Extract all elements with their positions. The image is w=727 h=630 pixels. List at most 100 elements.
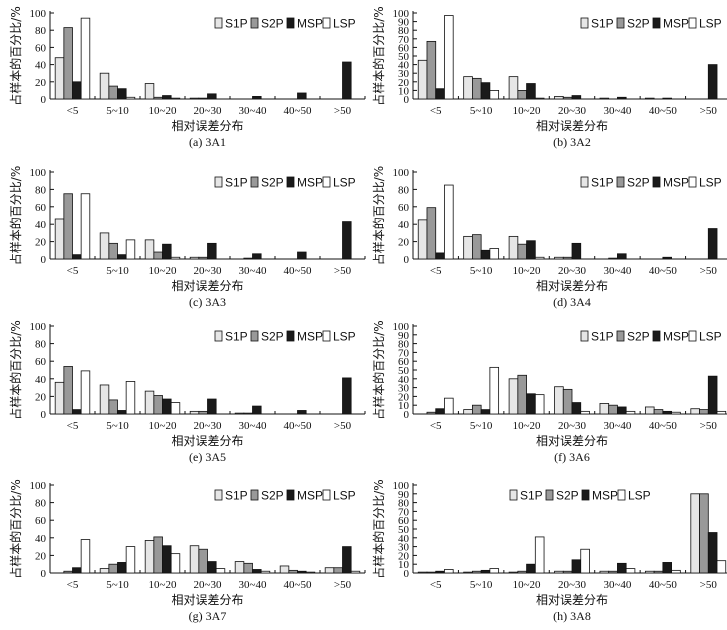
legend-label-msp: MSP	[592, 489, 618, 503]
bar-lsp-3	[534, 536, 545, 574]
bar-s1p-2	[463, 571, 473, 574]
legend-label-s1p: S1P	[520, 489, 543, 503]
bar-msp-4	[571, 402, 582, 415]
bar-s2p-2	[108, 85, 118, 100]
chart-caption: (h) 3A8	[553, 609, 591, 623]
bar-msp-5	[252, 253, 262, 260]
legend-swatch-lsp	[322, 489, 331, 501]
bar-lsp-3	[170, 97, 181, 100]
x-tick-label: 30~40	[239, 265, 267, 277]
x-tick-label: 10~20	[149, 579, 177, 591]
legend-swatch-msp	[286, 330, 295, 342]
legend-label-s1p: S1P	[225, 17, 248, 31]
bar-lsp-1	[444, 397, 454, 415]
x-tick-label: 5~10	[106, 105, 129, 117]
legend: S1P S2P MSP LSP	[580, 330, 722, 344]
legend-swatch-msp	[286, 176, 295, 188]
bar-s2p-2	[472, 570, 482, 574]
legend-swatch-lsp	[688, 330, 697, 342]
y-axis-title: 占样本的百分比/%	[371, 479, 386, 578]
bar-lsp-2	[125, 546, 136, 574]
x-axis-title: 相对误差分布	[171, 279, 243, 293]
x-tick-label: <5	[430, 420, 442, 432]
y-tick-label: 100	[393, 167, 410, 179]
bar-s2p-1	[426, 571, 437, 574]
y-tick-label: 10	[398, 559, 410, 571]
bar-s1p-3	[144, 239, 155, 260]
bar-msp-6	[297, 410, 307, 415]
y-tick-label: 40	[35, 219, 47, 231]
bar-s2p-5	[243, 412, 253, 415]
bar-s2p-3	[153, 96, 163, 100]
x-tick-label: <5	[430, 265, 442, 277]
bar-lsp-7	[716, 560, 727, 574]
bar-s2p-1	[426, 40, 437, 100]
y-tick-label: 30	[398, 383, 410, 395]
bar-msp-7	[342, 377, 352, 415]
legend-label-s2p: S2P	[261, 176, 284, 190]
bar-s1p-1	[54, 57, 65, 100]
bar-msp-2	[117, 410, 127, 415]
bar-msp-1	[435, 88, 445, 100]
bar-s1p-5	[599, 570, 610, 574]
legend-swatch-msp	[652, 176, 661, 188]
x-tick-label: 40~50	[649, 420, 677, 432]
bar-s2p-3	[153, 251, 163, 260]
legend-swatch-s1p	[214, 330, 223, 342]
bar-s1p-2	[463, 76, 473, 100]
bar-s2p-7	[699, 409, 709, 415]
bar-msp-5	[617, 253, 627, 260]
legend-label-s1p: S1P	[591, 17, 614, 31]
bar-s1p-4	[189, 545, 200, 574]
y-tick-label: 0	[41, 409, 47, 421]
y-tick-label: 70	[398, 347, 410, 359]
bar-s2p-4	[562, 256, 573, 260]
legend-label-lsp: LSP	[333, 489, 356, 503]
bar-msp-6	[662, 97, 672, 100]
bar-msp-5	[617, 562, 627, 574]
chart-panel-7: 0 20 40 60 80 100 <5 5~10 10~20 20~30 30~40 40~50 >5…	[8, 479, 366, 623]
bar-s2p-5	[608, 570, 618, 574]
y-tick-label: 50	[398, 51, 410, 63]
y-tick-label: 80	[398, 339, 410, 351]
bar-s1p-4	[554, 96, 564, 100]
bar-s2p-1	[426, 207, 437, 260]
x-axis-title: 相对误差分布	[171, 434, 243, 448]
y-tick-label: 20	[35, 237, 47, 249]
chart-caption: (g) 3A7	[189, 609, 227, 623]
x-tick-label: 30~40	[603, 579, 631, 591]
x-tick-label: >50	[700, 105, 718, 117]
y-tick-label: 80	[35, 25, 47, 37]
bar-msp-6	[662, 562, 672, 574]
bar-lsp-3	[170, 553, 181, 574]
chart-panel-5: 0 20 40 60 80 100 <5 5~10 10~20 20~30 30~40 40~50 >5…	[8, 320, 366, 464]
legend-label-s1p: S1P	[225, 330, 248, 344]
bar-msp-7	[707, 532, 718, 574]
bar-lsp-6	[305, 571, 316, 574]
bar-msp-1	[72, 567, 82, 574]
bar-s1p-3	[508, 571, 519, 574]
bar-s1p-3	[144, 540, 155, 574]
x-tick-label: >50	[334, 105, 352, 117]
x-tick-label: 40~50	[649, 579, 677, 591]
chart-panel-4: 0 20 40 60 80 100 <5 5~10 10~20 20~30 30~40 40~50 >5…	[371, 166, 727, 309]
bar-lsp-5	[260, 570, 271, 574]
legend-label-msp: MSP	[297, 17, 323, 31]
x-tick-label: 20~30	[194, 265, 222, 277]
legend-label-msp: MSP	[297, 176, 323, 190]
x-tick-label: >50	[700, 265, 718, 277]
bar-msp-3	[162, 95, 172, 100]
y-tick-label: 0	[404, 254, 410, 266]
bar-s1p-7	[690, 493, 700, 574]
bar-s1p-1	[417, 219, 428, 260]
bar-s2p-2	[108, 563, 118, 574]
y-tick-label: 20	[398, 77, 410, 89]
y-axis-title: 占样本的百分比/%	[8, 166, 23, 265]
legend: S1P S2P MSP LSP	[214, 176, 356, 190]
bar-lsp-2	[489, 248, 500, 260]
x-tick-label: <5	[67, 265, 79, 277]
x-axis-title: 相对误差分布	[171, 593, 243, 607]
bar-s1p-5	[234, 412, 245, 415]
